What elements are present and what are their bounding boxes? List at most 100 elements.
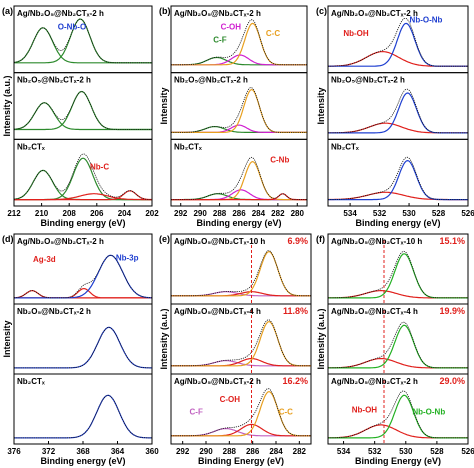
component-peak (171, 250, 311, 297)
subplot-frame (13, 138, 153, 207)
component-peak (328, 50, 468, 67)
spectrum-envelope (328, 17, 468, 67)
subplot-frame (170, 373, 312, 445)
sample-label: Nb₂CTₓ (17, 377, 45, 386)
x-axis-label: Binding energy (eV) (355, 218, 440, 228)
x-axis-label: Binding energy (eV) (196, 218, 281, 228)
subplot: Nb₂CTₓ (327, 138, 469, 207)
subplot-frame (327, 373, 469, 445)
x-tick-label: 532 (368, 447, 382, 456)
sample-label: Nb₂O₅@Nb₂CTₓ-2 h (331, 76, 405, 85)
component-peak (14, 90, 152, 131)
panel-letter: (a) (2, 6, 13, 16)
percentage-label: 29.0% (439, 376, 465, 386)
y-axis-label: Intensity (a.u.) (316, 308, 326, 369)
component-peak (328, 253, 468, 299)
x-tick-label: 284 (252, 209, 266, 218)
component-peak (328, 324, 468, 369)
panel-e: (e) Intensity (a.u.) Binding Energy (eV) Ag… (159, 233, 312, 466)
x-tick-label: 286 (232, 209, 246, 218)
x-tick-label: 532 (373, 209, 387, 218)
component-peak (328, 290, 468, 299)
peak-annotation: C-F (190, 408, 203, 417)
subplot: Nb₂O₅@Nb₂CTₓ-2 h (13, 303, 153, 375)
component-peak (171, 126, 307, 133)
component-peak (171, 428, 311, 437)
component-peak (171, 124, 307, 133)
subplot: Ag/Nb₂O₅@Nb₂CTₓ-2 h 16.2% C-OH C-F C-C (170, 373, 312, 445)
peak-annotation: C-C (279, 408, 293, 417)
subplot: Nb₂O₅@Nb₂CTₓ-2 h (170, 72, 308, 140)
panel-letter: (d) (2, 234, 14, 244)
x-tick-label: 282 (293, 447, 307, 456)
x-tick-label: 528 (430, 447, 444, 456)
component-peak (171, 88, 307, 133)
spectrum-envelope (13, 153, 153, 200)
panel-letter: (f) (316, 234, 325, 244)
peak-annotation: Nb-O-Nb (410, 16, 443, 25)
component-peak (171, 358, 311, 367)
sample-label: Nb₂CTₓ (17, 142, 45, 151)
sample-label: Ag/Nb₂O₅@Nb₂CTₓ-2 h (331, 9, 418, 18)
component-peak (171, 56, 307, 66)
sample-label: Nb₂O₅@Nb₂CTₓ-2 h (17, 76, 91, 85)
y-axis-label: Intensity (a.u.) (2, 75, 12, 136)
x-tick-label: 204 (118, 209, 132, 218)
x-tick-label: 528 (432, 209, 446, 218)
x-tick-label: 202 (145, 209, 159, 218)
component-peak (328, 159, 468, 201)
spectrum-envelope (328, 390, 468, 439)
x-tick-label: 286 (246, 447, 260, 456)
subplot-frame (327, 138, 469, 207)
x-tick-label: 210 (35, 209, 49, 218)
panel-a: (a) Intensity (a.u.) Binding energy (eV) Ag… (2, 5, 159, 228)
subplot: Ag/Nb₂O₅@Nb₂CTₓ-2 h C-F C-OH C-C (170, 5, 308, 74)
subplot: Nb₂O₅@Nb₂CTₓ-2 h (327, 72, 469, 140)
subplot: Ag/Nb₂O₅@Nb₂CTₓ-10 h 6.9% (170, 233, 312, 305)
panel-letter: (b) (159, 6, 171, 16)
x-tick-label: 284 (269, 447, 283, 456)
y-axis-label: Intensity (316, 87, 326, 124)
panel-letter: (e) (159, 234, 170, 244)
spectrum-envelope (171, 388, 311, 437)
component-peak (14, 254, 152, 299)
x-tick-label: 292 (176, 447, 190, 456)
peak-annotation: C-Nb (270, 156, 289, 165)
x-tick-label: 368 (76, 447, 90, 456)
x-tick-label: 288 (213, 209, 227, 218)
percentage-label: 15.1% (439, 236, 465, 246)
sample-label: Ag/Nb₂O₅@Nb₂CTₓ-4 h (331, 307, 418, 316)
percentage-label: 11.8% (283, 306, 308, 316)
x-tick-label: 206 (90, 209, 104, 218)
y-axis-label: Intensity (2, 320, 12, 357)
y-axis-label: Intensity (159, 87, 169, 124)
panel-letter: (c) (316, 6, 327, 16)
y-axis-label: Intensity (a.u.) (159, 308, 169, 369)
x-tick-label: 290 (193, 209, 207, 218)
peak-annotation: Nb-OH (343, 29, 369, 38)
sample-label: Ag/Nb₂O₅@Nb₂CTₓ-2 h (17, 237, 104, 246)
percentage-label: 6.9% (287, 236, 308, 246)
panel-b: (b) Intensity Binding energy (eV) Ag/Nb₂O₅@… (159, 5, 308, 228)
x-tick-label: 212 (7, 209, 21, 218)
x-axis-label: Binding energy (eV) (40, 218, 125, 228)
component-peak (14, 394, 152, 439)
subplot: Ag/Nb₂O₅@Nb₂CTₓ-4 h 11.8% (170, 303, 312, 375)
spectrum-envelope (328, 321, 468, 369)
x-tick-label: 530 (399, 447, 413, 456)
x-tick-label: 208 (63, 209, 77, 218)
spectrum-envelope (328, 88, 468, 134)
peak-annotation: Nb-OH (352, 406, 378, 415)
subplot: Nb₂O₅@Nb₂CTₓ-2 h (13, 72, 153, 140)
x-tick-label: 534 (337, 447, 351, 456)
spectrum-envelope (171, 250, 311, 297)
component-peak (171, 390, 311, 437)
subplot: Nb₂CTₓ C-Nb (170, 138, 308, 207)
sample-label: Nb₂CTₓ (331, 142, 359, 151)
spectrum-envelope (14, 394, 152, 439)
spectrum-envelope (171, 156, 307, 200)
component-peak (328, 358, 468, 369)
sample-label: Ag/Nb₂O₅@Nb₂CTₓ-2 h (331, 377, 418, 386)
x-tick-label: 534 (343, 209, 357, 218)
